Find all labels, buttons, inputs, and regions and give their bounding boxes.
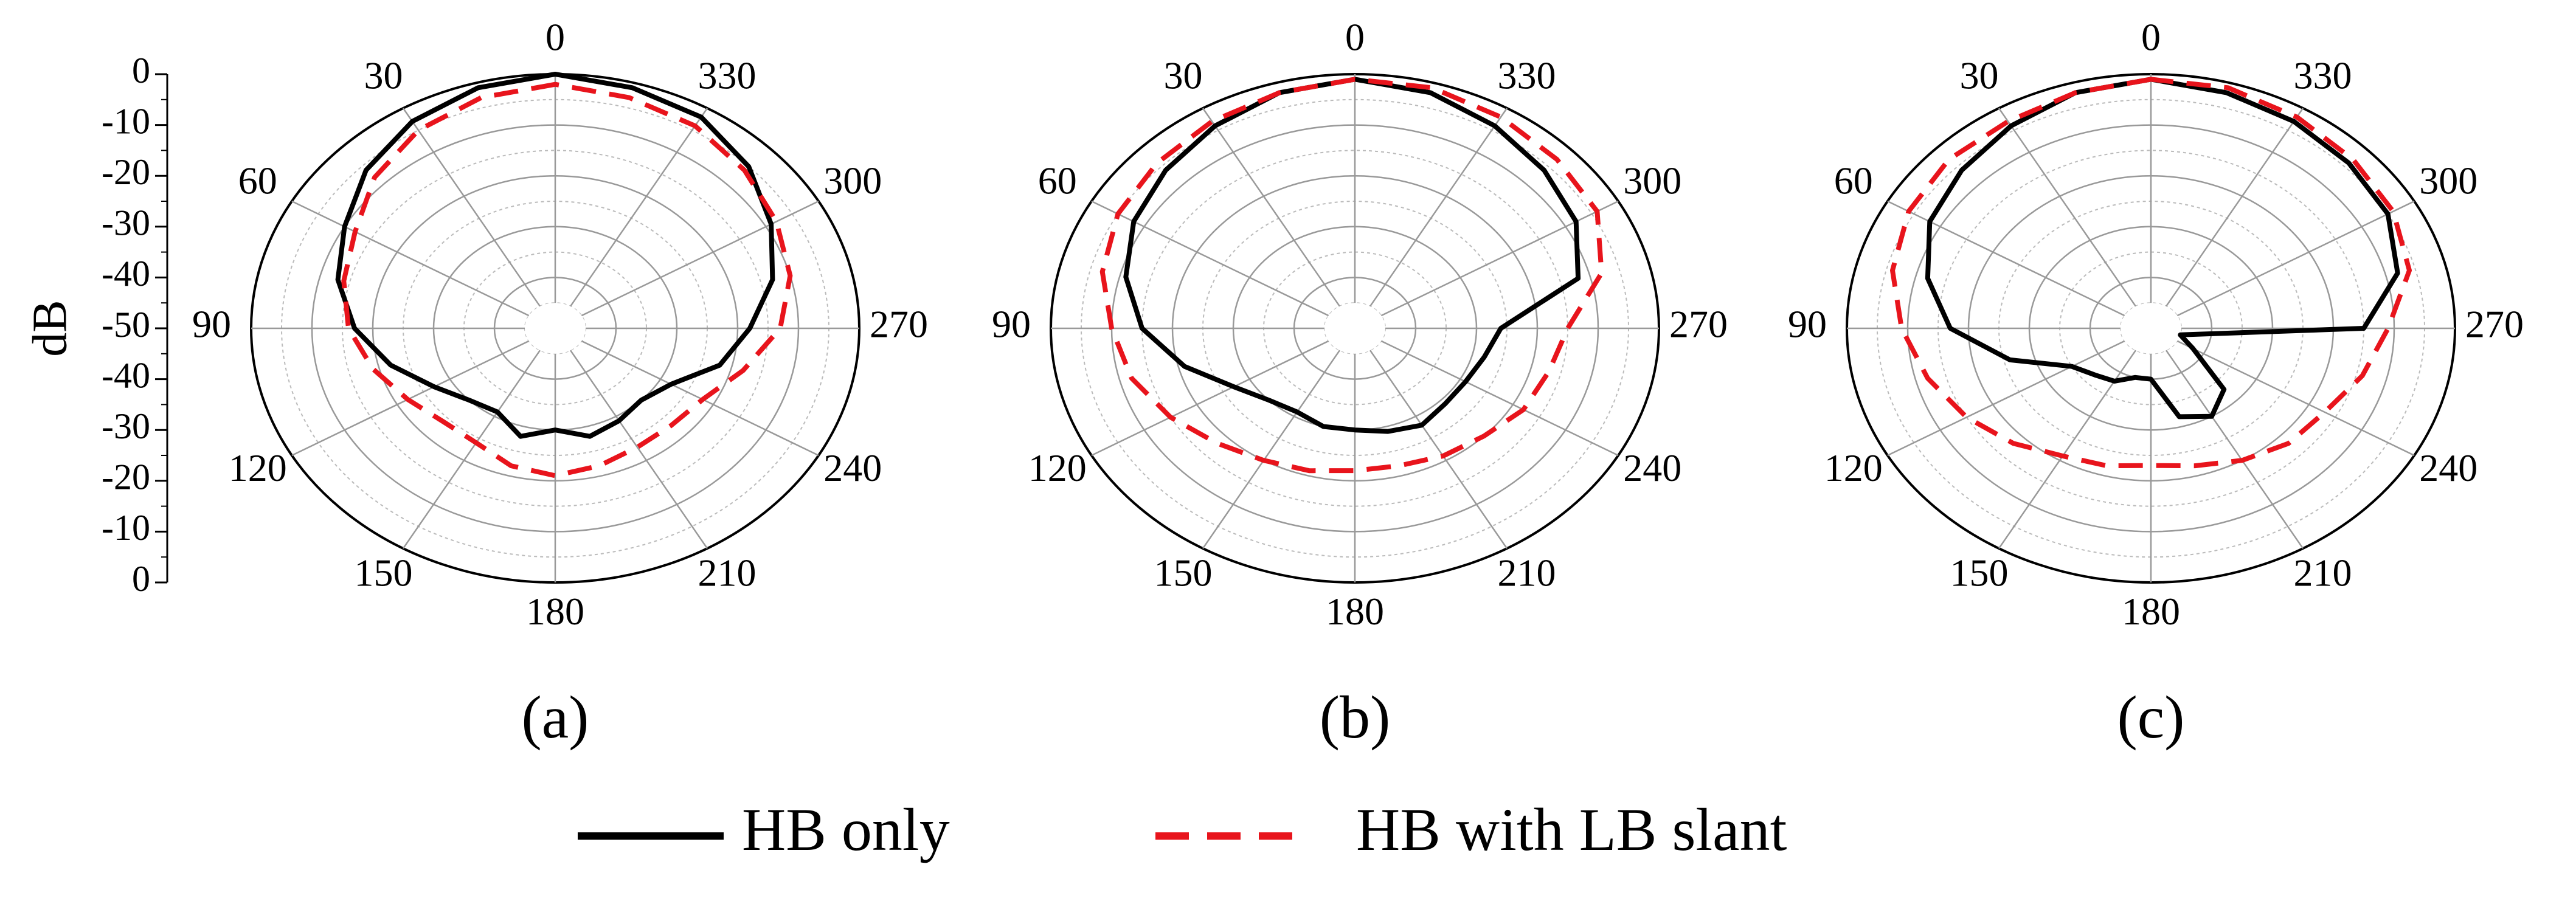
angle-label: 210	[1498, 551, 1556, 595]
r-tick-label: 0	[132, 50, 150, 91]
angle-label: 150	[1950, 551, 2009, 595]
spoke	[581, 340, 819, 457]
spoke	[569, 108, 708, 307]
spoke	[1887, 200, 2125, 317]
angle-label: 60	[238, 159, 277, 202]
spoke	[2165, 350, 2304, 549]
spoke	[1369, 350, 1508, 549]
spoke	[1998, 108, 2137, 307]
panel-label: (c)	[2117, 683, 2185, 751]
center-hole	[1324, 303, 1385, 354]
r-tick-label: -40	[102, 254, 150, 294]
pattern-line	[1099, 77, 1604, 474]
spoke	[1380, 200, 1619, 317]
angle-label: 300	[823, 159, 882, 202]
angle-label: 0	[545, 15, 565, 58]
angle-label: 300	[2419, 159, 2477, 202]
spoke	[1091, 200, 1329, 317]
r-tick-label: -20	[102, 457, 150, 497]
spoke	[1091, 340, 1329, 457]
spoke	[2176, 200, 2415, 317]
center-hole	[525, 303, 586, 354]
panel-label: (a)	[522, 683, 589, 751]
angle-label: 240	[2419, 446, 2477, 489]
angle-label: 210	[698, 551, 757, 595]
r-axis-label: dB	[23, 300, 77, 356]
angle-label: 300	[1623, 159, 1681, 202]
angle-label: 150	[355, 551, 413, 595]
pattern-line	[1123, 77, 1581, 434]
r-tick-label: -30	[102, 203, 150, 243]
angle-label: 0	[2141, 15, 2161, 58]
r-tick-label: -50	[102, 305, 150, 345]
spoke	[569, 350, 708, 549]
r-tick-label: -30	[102, 406, 150, 446]
r-tick-label: -10	[102, 508, 150, 548]
angle-label: 180	[2122, 590, 2180, 633]
angle-label: 30	[1164, 54, 1203, 97]
angle-label: 30	[364, 54, 403, 97]
angle-label: 90	[192, 303, 231, 346]
r-tick-label: 0	[132, 559, 150, 599]
pattern-line	[1890, 77, 2412, 469]
spoke	[402, 350, 541, 549]
spoke	[2176, 340, 2415, 457]
spoke	[402, 108, 541, 307]
angle-label: 30	[1960, 54, 1999, 97]
spoke	[1887, 340, 2125, 457]
angle-label: 120	[1028, 446, 1087, 489]
angle-label: 90	[1788, 303, 1827, 346]
spoke	[1380, 340, 1619, 457]
angle-label: 120	[1824, 446, 1883, 489]
angle-label: 180	[526, 590, 584, 633]
angle-label: 330	[2294, 54, 2352, 97]
panel-label: (b)	[1320, 683, 1391, 751]
spoke	[291, 340, 530, 457]
pattern-line	[335, 72, 775, 439]
r-tick-label: -40	[102, 355, 150, 395]
spoke	[2165, 108, 2304, 307]
r-tick-label: -10	[102, 101, 150, 141]
legend-label: HB only	[742, 796, 950, 863]
pattern-line	[341, 81, 793, 478]
angle-label: 270	[1669, 303, 1728, 346]
angle-label: 330	[698, 54, 757, 97]
angle-label: 240	[1623, 446, 1681, 489]
angle-label: 90	[992, 303, 1031, 346]
pattern-line	[1925, 77, 2400, 420]
spoke	[291, 200, 530, 317]
r-tick-label: -20	[102, 152, 150, 192]
angle-label: 180	[1326, 590, 1384, 633]
angle-label: 270	[2465, 303, 2524, 346]
angle-label: 60	[1834, 159, 1873, 202]
spoke	[581, 200, 819, 317]
angle-label: 60	[1038, 159, 1077, 202]
spoke	[1369, 108, 1508, 307]
angle-label: 150	[1154, 551, 1213, 595]
spoke	[1202, 108, 1341, 307]
spoke	[1998, 350, 2137, 549]
center-hole	[2121, 303, 2181, 354]
angle-label: 0	[1345, 15, 1365, 58]
angle-label: 270	[870, 303, 928, 346]
spoke	[1202, 350, 1341, 549]
angle-label: 240	[823, 446, 882, 489]
angle-label: 330	[1498, 54, 1556, 97]
angle-label: 210	[2294, 551, 2352, 595]
legend-label: HB with LB slant	[1356, 796, 1787, 863]
angle-label: 120	[229, 446, 287, 489]
